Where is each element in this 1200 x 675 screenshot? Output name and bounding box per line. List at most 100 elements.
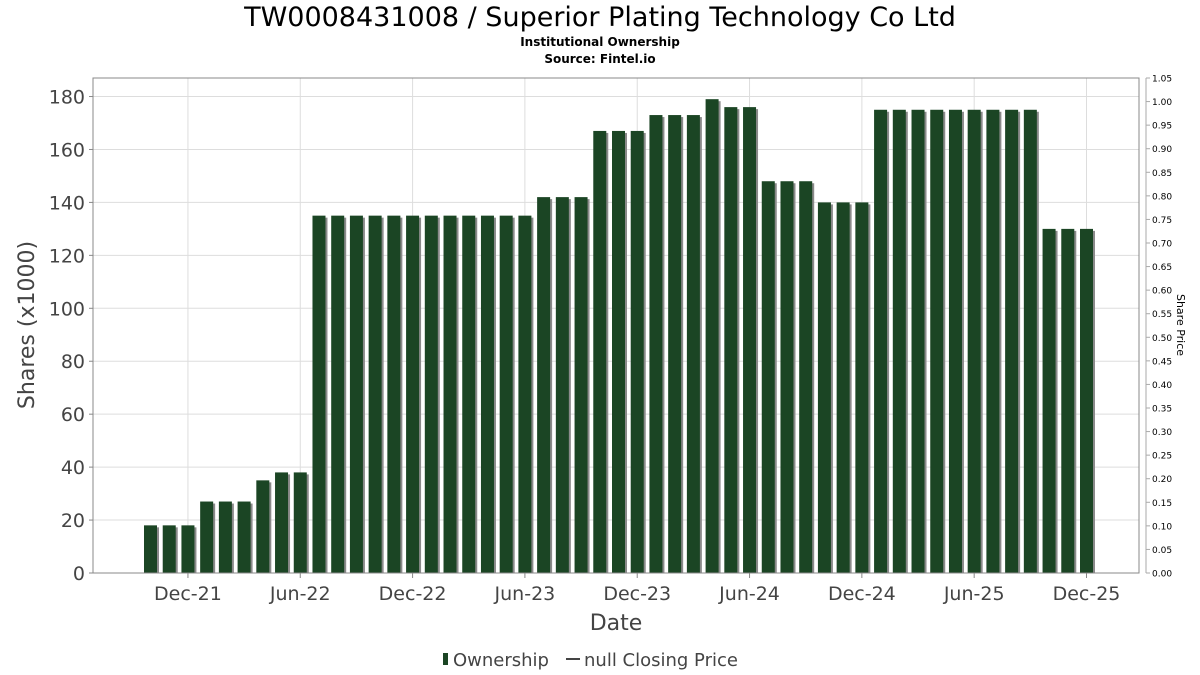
y-axis-label: Shares (x1000) [15,241,40,409]
y-tick-label: 120 [49,245,85,267]
y-tick-label: 80 [61,351,85,373]
bar [387,215,401,573]
y2-tick-label: 0.85 [1152,169,1172,179]
bar [799,181,813,573]
bar [537,197,551,573]
y2-tick-label: 0.70 [1152,240,1172,250]
y-tick-label: 100 [49,298,85,320]
bar [930,109,944,573]
bar [649,115,663,573]
bar [986,109,1000,573]
legend-price-label: null Closing Price [584,650,738,671]
bar [555,197,569,573]
bar [836,202,850,574]
y2-tick-label: 0.05 [1152,546,1172,556]
x-tick-label: Jun-25 [943,583,1005,605]
bar [218,501,232,573]
chart-source: Source: Fintel.io [544,52,656,66]
bar [1023,109,1037,573]
y2-tick-label: 0.60 [1152,287,1172,297]
x-axis: Dec-21 Jun-22 Dec-22 Jun-23 Dec-23 Jun-24 Dec-… [154,573,1120,605]
bar [162,525,176,573]
bars [144,99,1095,574]
bar [275,472,289,573]
bar [743,107,757,573]
bar [181,525,195,573]
x-tick-label: Jun-22 [269,583,331,605]
bar [406,215,420,573]
x-tick-label: Dec-24 [828,583,896,605]
bar [293,472,307,573]
y2-tick-label: 0.35 [1152,405,1172,415]
chart-subtitle: Institutional Ownership [520,35,680,49]
chart-title: TW0008431008 / Superior Plating Technolo… [244,2,956,33]
bar [518,215,532,573]
y-axis: 0 20 40 60 80 100 120 140 160 180 [49,87,93,585]
bar [331,215,345,573]
bar [462,215,476,573]
y-tick-label: 180 [49,87,85,109]
legend: Ownership null Closing Price [443,650,738,671]
bar [686,115,700,573]
bar [668,115,682,573]
legend-ownership-swatch [443,653,448,665]
y-tick-label: 0 [73,563,85,585]
bar [1061,228,1075,573]
y-tick-label: 160 [49,139,85,161]
y2-tick-label: 0.55 [1152,310,1172,320]
bar [1042,228,1056,573]
bar [874,109,888,573]
y2-tick-label: 0.40 [1152,381,1172,391]
plot-frame [92,77,1140,574]
y2-axis-label: Share Price [1174,294,1187,356]
bar [368,215,382,573]
bar [1005,109,1019,573]
y2-tick-label: 0.10 [1152,522,1172,532]
y-tick-label: 20 [61,510,85,532]
bar [256,480,270,573]
y2-tick-label: 1.00 [1152,98,1172,108]
bar [443,215,457,573]
y2-tick-label: 0.90 [1152,145,1172,155]
bar [855,202,869,574]
y2-tick-label: 0.00 [1152,570,1172,580]
bar [480,215,494,573]
x-tick-label: Dec-25 [1053,583,1121,605]
bar [911,109,925,573]
x-tick-label: Jun-24 [718,583,780,605]
y-tick-label: 40 [61,457,85,479]
bar [574,197,588,573]
bar [593,130,607,574]
y2-tick-label: 0.45 [1152,357,1172,367]
y2-tick-label: 0.65 [1152,263,1172,273]
bar [237,501,251,573]
y2-tick-label: 0.75 [1152,216,1172,226]
bar [948,109,962,573]
x-tick-label: Jun-23 [494,583,556,605]
bar [312,215,326,573]
y2-axis: 0.00 0.05 0.10 0.15 0.20 0.25 0.30 0.35 0.40 0.45… [1145,75,1172,580]
bar [200,501,214,573]
y2-tick-label: 0.15 [1152,499,1172,509]
x-tick-label: Dec-21 [154,583,222,605]
bar [780,181,794,573]
bar [630,130,644,574]
bar [349,215,363,573]
y2-tick-label: 0.80 [1152,192,1172,202]
y2-tick-label: 0.25 [1152,452,1172,462]
bar [705,99,719,574]
y2-tick-label: 0.95 [1152,122,1172,132]
bar [144,525,157,573]
bar [612,130,625,574]
x-tick-label: Dec-23 [603,583,671,605]
bar [424,215,438,573]
y-tick-label: 140 [49,192,85,214]
x-axis-label: Date [590,611,643,636]
bar [892,109,906,573]
y-tick-label: 60 [61,404,85,426]
bar [1080,228,1093,573]
y2-tick-label: 0.30 [1152,428,1172,438]
bar [761,181,775,573]
y2-tick-label: 0.50 [1152,334,1172,344]
